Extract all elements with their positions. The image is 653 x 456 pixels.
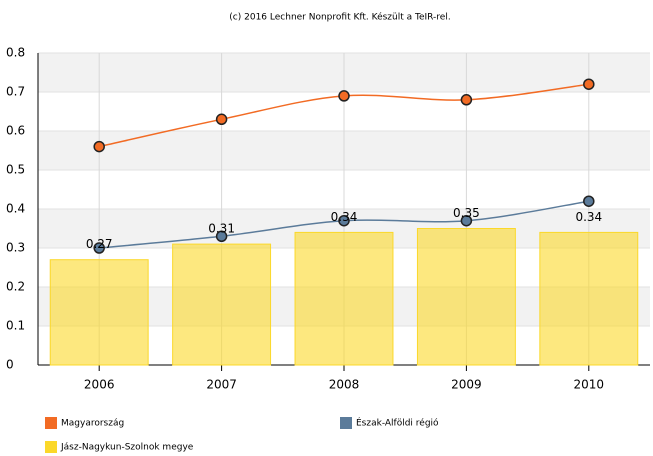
y-tick-label: 0.7 [6, 85, 25, 99]
x-tick-label: 2009 [451, 378, 482, 392]
x-tick-label: 2008 [329, 378, 360, 392]
data-label: 0.34 [575, 210, 602, 224]
data-label: 0.27 [86, 237, 113, 251]
legend-label: Észak-Alföldi régió [356, 417, 439, 429]
data-label: 0.31 [208, 222, 235, 236]
x-tick-label: 2007 [206, 378, 237, 392]
data-label: 0.34 [331, 210, 358, 224]
line-point [460, 214, 473, 227]
y-tick-label: 0.8 [6, 46, 25, 60]
data-label: 0.35 [453, 206, 480, 220]
line-point [215, 230, 228, 243]
line-point [583, 195, 595, 207]
bar [172, 243, 272, 366]
x-tick-label: 2006 [84, 378, 115, 392]
line-point [583, 78, 595, 90]
chart-title: (c) 2016 Lechner Nonprofit Kft. Készült … [229, 12, 450, 23]
y-tick-label: 0.4 [6, 202, 25, 216]
legend-label: Magyarország [61, 419, 124, 429]
line-point [338, 214, 350, 227]
bar [539, 231, 639, 366]
bar [49, 259, 149, 366]
line-point [93, 140, 105, 153]
y-tick-label: 0.3 [6, 241, 25, 255]
bar [294, 231, 394, 366]
y-tick-label: 0.6 [6, 124, 25, 138]
legend-swatch [340, 417, 352, 429]
y-tick-label: 0 [6, 358, 14, 372]
line-point [93, 242, 105, 254]
x-tick-label: 2010 [574, 378, 605, 392]
y-tick-label: 0.5 [6, 163, 25, 177]
bar [416, 228, 516, 366]
y-tick-label: 0.2 [6, 280, 25, 294]
legend-swatch [45, 441, 57, 453]
line-point [460, 94, 473, 106]
y-tick-label: 0.1 [6, 319, 25, 333]
line-point [338, 90, 350, 102]
legend-swatch [45, 417, 57, 429]
legend-label: Jász-Nagykun-Szolnok megye [60, 443, 194, 453]
line-point [215, 113, 228, 126]
